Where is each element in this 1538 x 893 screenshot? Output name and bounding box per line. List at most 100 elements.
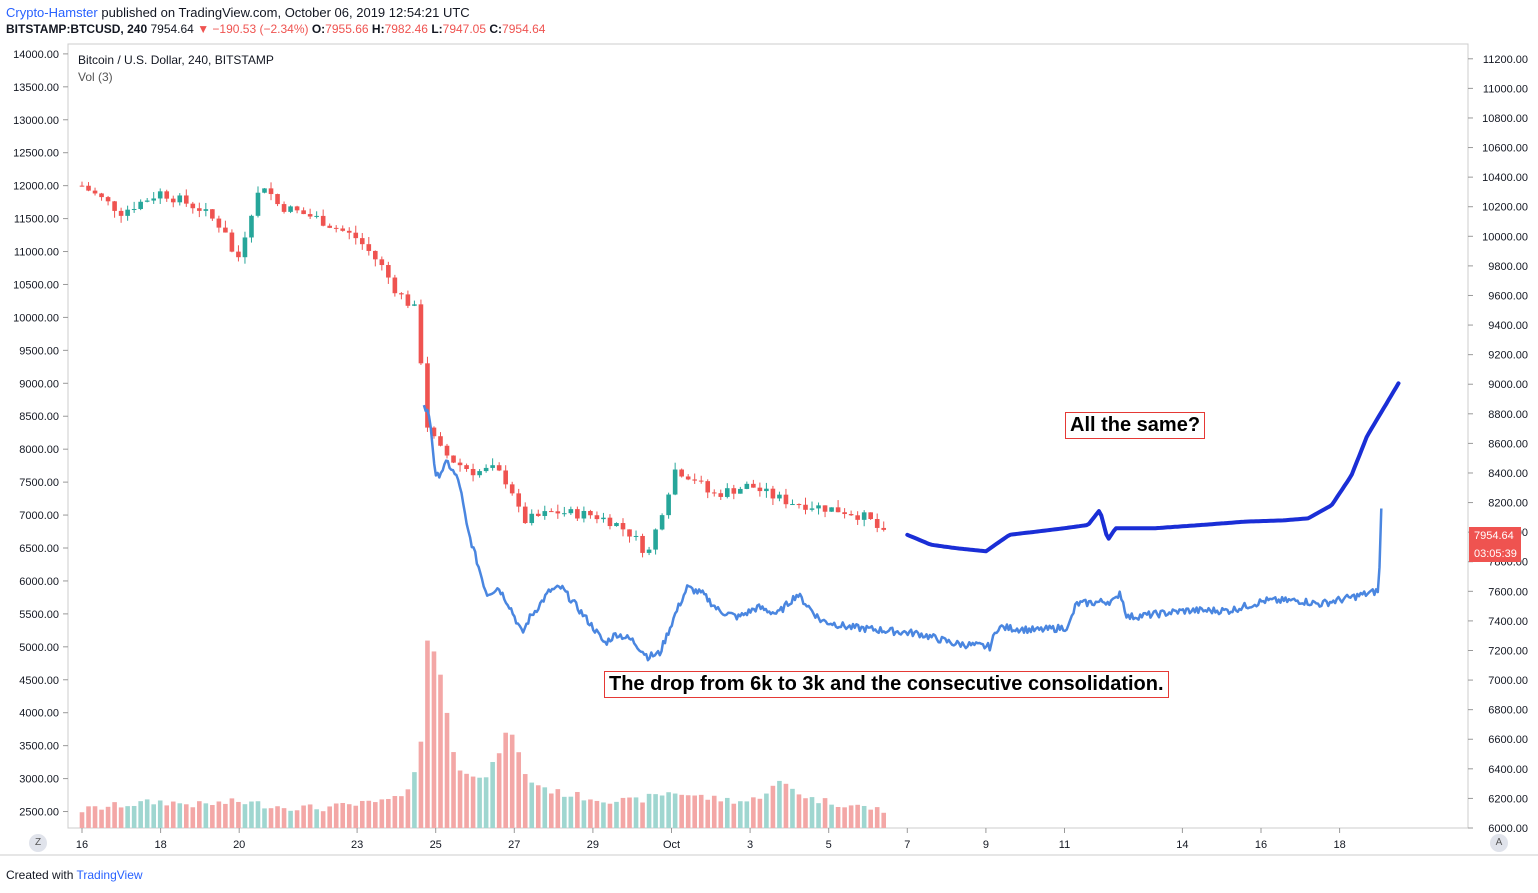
volume-bar (275, 806, 280, 828)
author-link[interactable]: Crypto-Hamster (6, 5, 98, 20)
right-tick-label: 9200.00 (1488, 350, 1528, 362)
candle-body (412, 304, 417, 306)
volume-bar (151, 804, 156, 828)
legend-title: Bitcoin / U.S. Dollar, 240, BITSTAMP (78, 53, 274, 67)
candle-body (399, 293, 404, 295)
candle-body (588, 510, 593, 516)
candle-body (718, 493, 724, 497)
volume-bar (177, 803, 183, 828)
volume-bar (861, 805, 867, 828)
candle-body (783, 494, 789, 505)
right-tick-label: 10800.00 (1482, 113, 1528, 125)
volume-bar (809, 797, 815, 828)
tradingview-logo-text[interactable]: TradingView (76, 868, 143, 882)
candle-body (275, 194, 280, 205)
x-tick-label: 16 (1255, 839, 1267, 851)
legend-vol: Vol (3) (78, 70, 113, 84)
candle-body (575, 509, 580, 519)
right-tick-label: 8800.00 (1488, 409, 1528, 421)
volume-bars (79, 640, 887, 828)
candle-body (777, 494, 782, 499)
volume-bar (751, 797, 756, 828)
candle-body (562, 513, 567, 515)
volume-bar (685, 795, 691, 828)
volume-bar (783, 783, 789, 828)
volume-bar (405, 789, 411, 828)
x-tick-label: 18 (154, 839, 166, 851)
candle-body (373, 250, 378, 260)
candle-body (764, 488, 769, 492)
x-tick-label: 27 (508, 839, 520, 851)
volume-bar (633, 797, 639, 828)
volume-bar (229, 798, 235, 828)
candle-body (281, 204, 287, 212)
volume-bar (112, 802, 117, 828)
high-label: H: (371, 22, 385, 36)
volume-bar (692, 795, 697, 828)
candle-body (105, 197, 111, 202)
candle-body (144, 200, 150, 202)
volume-bar (359, 800, 365, 828)
timezone-button[interactable]: Z (29, 834, 47, 852)
candle-body (86, 185, 91, 191)
right-tick-label: 6200.00 (1488, 793, 1528, 805)
volume-bar (835, 806, 841, 828)
right-tick-label: 9400.00 (1488, 320, 1528, 332)
volume-bar (705, 799, 711, 828)
volume-bar (379, 799, 385, 828)
left-tick-label: 6500.00 (19, 543, 59, 555)
volume-bar (848, 805, 854, 828)
volume-bar (855, 804, 860, 828)
volume-bar (874, 807, 880, 828)
volume-bar (666, 792, 671, 828)
volume-bar (392, 795, 398, 828)
low-label: L: (431, 22, 443, 36)
volume-bar (672, 793, 678, 828)
volume-bar (581, 800, 587, 828)
volume-bar (679, 794, 684, 828)
volume-bar (373, 802, 378, 828)
candle-body (151, 198, 156, 201)
publish-text: published on TradingView.com, October 06… (101, 5, 470, 20)
volume-bar (627, 797, 632, 828)
x-tick-label: 29 (587, 839, 599, 851)
candle-body (809, 508, 815, 510)
volume-bar (236, 801, 241, 828)
left-tick-label: 3500.00 (19, 741, 59, 753)
candle-body (770, 488, 776, 499)
right-tick-label: 9000.00 (1488, 379, 1528, 391)
candle-body (627, 529, 632, 537)
candle-body (386, 265, 391, 278)
candle-body (288, 206, 293, 212)
volume-bar (711, 795, 717, 828)
volume-bar (601, 802, 606, 828)
footer-created: Created with (6, 868, 74, 882)
candle-body (496, 465, 502, 471)
auto-scale-button[interactable]: A (1490, 834, 1508, 852)
volume-bar (607, 803, 613, 828)
candle-body (236, 251, 241, 258)
left-tick-label: 3000.00 (19, 774, 59, 786)
right-tick-label: 7400.00 (1488, 616, 1528, 628)
volume-bar (262, 808, 267, 828)
volume-bar (646, 793, 652, 828)
high-value: 7982.46 (384, 22, 428, 36)
candle-body (666, 494, 671, 516)
candle-body (522, 506, 528, 524)
volume-bar (568, 796, 574, 828)
close-value: 7954.64 (502, 22, 546, 36)
candle-body (431, 427, 437, 437)
candle-body (653, 529, 658, 550)
volume-bar (333, 803, 339, 828)
symbol-label: BITSTAMP:BTCUSD, 240 (6, 22, 148, 36)
volume-bar (170, 801, 176, 828)
left-price-axis: 14000.00 13500.00 13000.00 12500.00 12000.00… (13, 49, 68, 819)
candle-body (451, 455, 456, 463)
volume-bar (425, 640, 430, 828)
volume-bar (118, 807, 124, 828)
candle-body (516, 493, 522, 507)
volume-bar (203, 803, 209, 828)
candle-body (242, 237, 248, 258)
volume-bar (555, 789, 561, 828)
